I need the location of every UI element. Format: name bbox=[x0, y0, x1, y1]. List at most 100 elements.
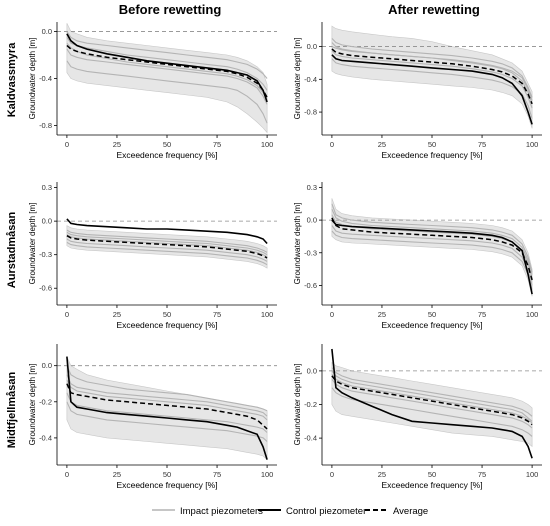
x-tick-label: 0 bbox=[330, 140, 334, 149]
average-line bbox=[331, 375, 533, 426]
x-axis-label: Exceedence frequency [%] bbox=[381, 480, 482, 490]
y-tick-label: 0.3 bbox=[42, 183, 52, 192]
y-tick-label: 0.0 bbox=[42, 27, 52, 36]
y-tick-label: -0.4 bbox=[304, 434, 317, 443]
y-tick-label: -0.4 bbox=[39, 74, 52, 83]
range-band bbox=[66, 23, 268, 134]
average-line bbox=[66, 44, 268, 98]
x-axis-label: Exceedence frequency [%] bbox=[116, 150, 217, 160]
y-tick-label: 0.0 bbox=[42, 217, 52, 226]
x-axis-label: Exceedence frequency [%] bbox=[381, 150, 482, 160]
x-tick-label: 50 bbox=[163, 470, 171, 479]
impact-piezometer-line-3 bbox=[66, 238, 268, 262]
impact-piezometer-line-3 bbox=[331, 225, 533, 286]
y-tick-label: 0.0 bbox=[307, 42, 317, 51]
legend-label-control: Control piezometer bbox=[286, 506, 366, 517]
impact-piezometer-line-2 bbox=[66, 379, 268, 421]
y-tick-label: 0.3 bbox=[307, 183, 317, 192]
x-tick-label: 25 bbox=[378, 470, 386, 479]
y-tick-label: -0.2 bbox=[304, 400, 317, 409]
legend-label-impact: Impact piezometers bbox=[180, 506, 263, 517]
row-label-aurstadmasan: Aurstadmåsan bbox=[6, 212, 18, 289]
row-label-kaldvassmyra: Kaldvassmyra bbox=[6, 42, 18, 117]
x-tick-label: 0 bbox=[330, 310, 334, 319]
x-tick-label: 100 bbox=[261, 140, 274, 149]
x-tick-label: 100 bbox=[261, 470, 274, 479]
x-tick-label: 75 bbox=[478, 310, 486, 319]
control-piezometer-line bbox=[66, 218, 268, 245]
y-axis-label: Groundwater depth [m] bbox=[293, 364, 302, 446]
control-piezometer-line bbox=[66, 356, 268, 460]
impact-piezometer-line-3 bbox=[331, 387, 533, 437]
y-tick-label: 0.0 bbox=[307, 216, 317, 225]
impact-piezometer-line-5 bbox=[331, 373, 533, 424]
y-tick-label: -0.3 bbox=[39, 250, 52, 259]
impact-piezometer-line-4 bbox=[331, 230, 533, 290]
x-tick-label: 100 bbox=[261, 310, 274, 319]
y-axis-label: Groundwater depth [m] bbox=[293, 38, 302, 120]
y-tick-label: -0.4 bbox=[304, 75, 317, 84]
impact-piezometer-line-2 bbox=[66, 48, 268, 105]
impact-piezometer-line-5 bbox=[66, 231, 268, 256]
panel-kaldvassmyra-before: 0 25 50 75 100 0.0 -0.4 -0.8 Exceedence frequenc… bbox=[28, 22, 277, 160]
impact-piezometer-line-5 bbox=[66, 374, 268, 417]
y-tick-label: -0.8 bbox=[304, 108, 317, 117]
x-tick-label: 0 bbox=[65, 140, 69, 149]
panel-aurstadmasan-before: 0 25 50 75 100 0.3 0.0 -0.3 -0.6 Exceedence frequ… bbox=[28, 182, 277, 330]
x-tick-label: 100 bbox=[526, 470, 539, 479]
column-title-before: Before rewetting bbox=[119, 2, 222, 17]
y-axis-label: Groundwater depth [m] bbox=[28, 38, 37, 120]
average-line bbox=[66, 383, 268, 430]
x-tick-label: 50 bbox=[428, 310, 436, 319]
y-axis-label: Groundwater depth [m] bbox=[293, 203, 302, 285]
x-tick-label: 0 bbox=[65, 310, 69, 319]
x-axis-label: Exceedence frequency [%] bbox=[381, 320, 482, 330]
impact-piezometer-line-1 bbox=[331, 367, 533, 417]
x-tick-label: 25 bbox=[113, 470, 121, 479]
control-piezometer-line bbox=[331, 219, 533, 295]
y-axis-label: Groundwater depth [m] bbox=[28, 203, 37, 285]
impact-piezometer-line-2 bbox=[331, 50, 533, 109]
panel-kaldvassmyra-after: 0 25 50 75 100 0.0 -0.4 -0.8 Exceedence frequenc… bbox=[293, 22, 542, 160]
panel-midtfjellmasan-before: 0 25 50 75 100 0.0 -0.2 -0.4 Exceedence frequenc… bbox=[28, 344, 277, 490]
impact-piezometer-line-4 bbox=[66, 241, 268, 266]
y-tick-label: -0.8 bbox=[39, 121, 52, 130]
row-label-midtfjellmasan: Midtfjellmåsan bbox=[6, 372, 18, 449]
x-tick-label: 75 bbox=[478, 140, 486, 149]
control-piezometer-line bbox=[331, 348, 533, 459]
x-tick-label: 75 bbox=[213, 310, 221, 319]
x-tick-label: 25 bbox=[378, 310, 386, 319]
x-tick-label: 25 bbox=[113, 140, 121, 149]
impact-piezometer-line-1 bbox=[66, 229, 268, 253]
impact-piezometer-line-3 bbox=[66, 31, 268, 79]
y-axis-label: Groundwater depth [m] bbox=[28, 364, 37, 446]
x-tick-label: 50 bbox=[428, 140, 436, 149]
impact-piezometer-line-2 bbox=[331, 378, 533, 429]
x-tick-label: 25 bbox=[378, 140, 386, 149]
panel-aurstadmasan-after: 0 25 50 75 100 0.3 0.0 -0.3 -0.6 Exceedence frequ… bbox=[293, 182, 542, 330]
y-tick-label: 0.0 bbox=[307, 366, 317, 375]
range-band bbox=[331, 25, 533, 129]
legend-label-average: Average bbox=[393, 506, 428, 517]
impact-piezometer-line-5 bbox=[331, 42, 533, 105]
panel-midtfjellmasan-after: 0 25 50 75 100 0.0 -0.2 -0.4 Exceedence frequenc… bbox=[293, 344, 542, 490]
control-piezometer-line bbox=[66, 33, 268, 103]
x-tick-label: 50 bbox=[163, 140, 171, 149]
average-line bbox=[66, 235, 268, 259]
legend: Impact piezometers Control piezometer Av… bbox=[152, 506, 428, 517]
impact-piezometer-line-5 bbox=[331, 208, 533, 275]
x-tick-label: 50 bbox=[163, 310, 171, 319]
x-axis-label: Exceedence frequency [%] bbox=[116, 320, 217, 330]
impact-piezometer-line-3 bbox=[66, 392, 268, 433]
column-title-after: After rewetting bbox=[388, 2, 480, 17]
x-tick-label: 75 bbox=[213, 140, 221, 149]
control-piezometer-line bbox=[331, 54, 533, 125]
x-tick-label: 0 bbox=[65, 470, 69, 479]
y-tick-label: -0.6 bbox=[39, 284, 52, 293]
impact-piezometer-line-1 bbox=[331, 203, 533, 273]
average-line bbox=[331, 217, 533, 281]
impact-piezometer-line-2 bbox=[66, 234, 268, 258]
y-tick-label: 0.0 bbox=[42, 361, 52, 370]
